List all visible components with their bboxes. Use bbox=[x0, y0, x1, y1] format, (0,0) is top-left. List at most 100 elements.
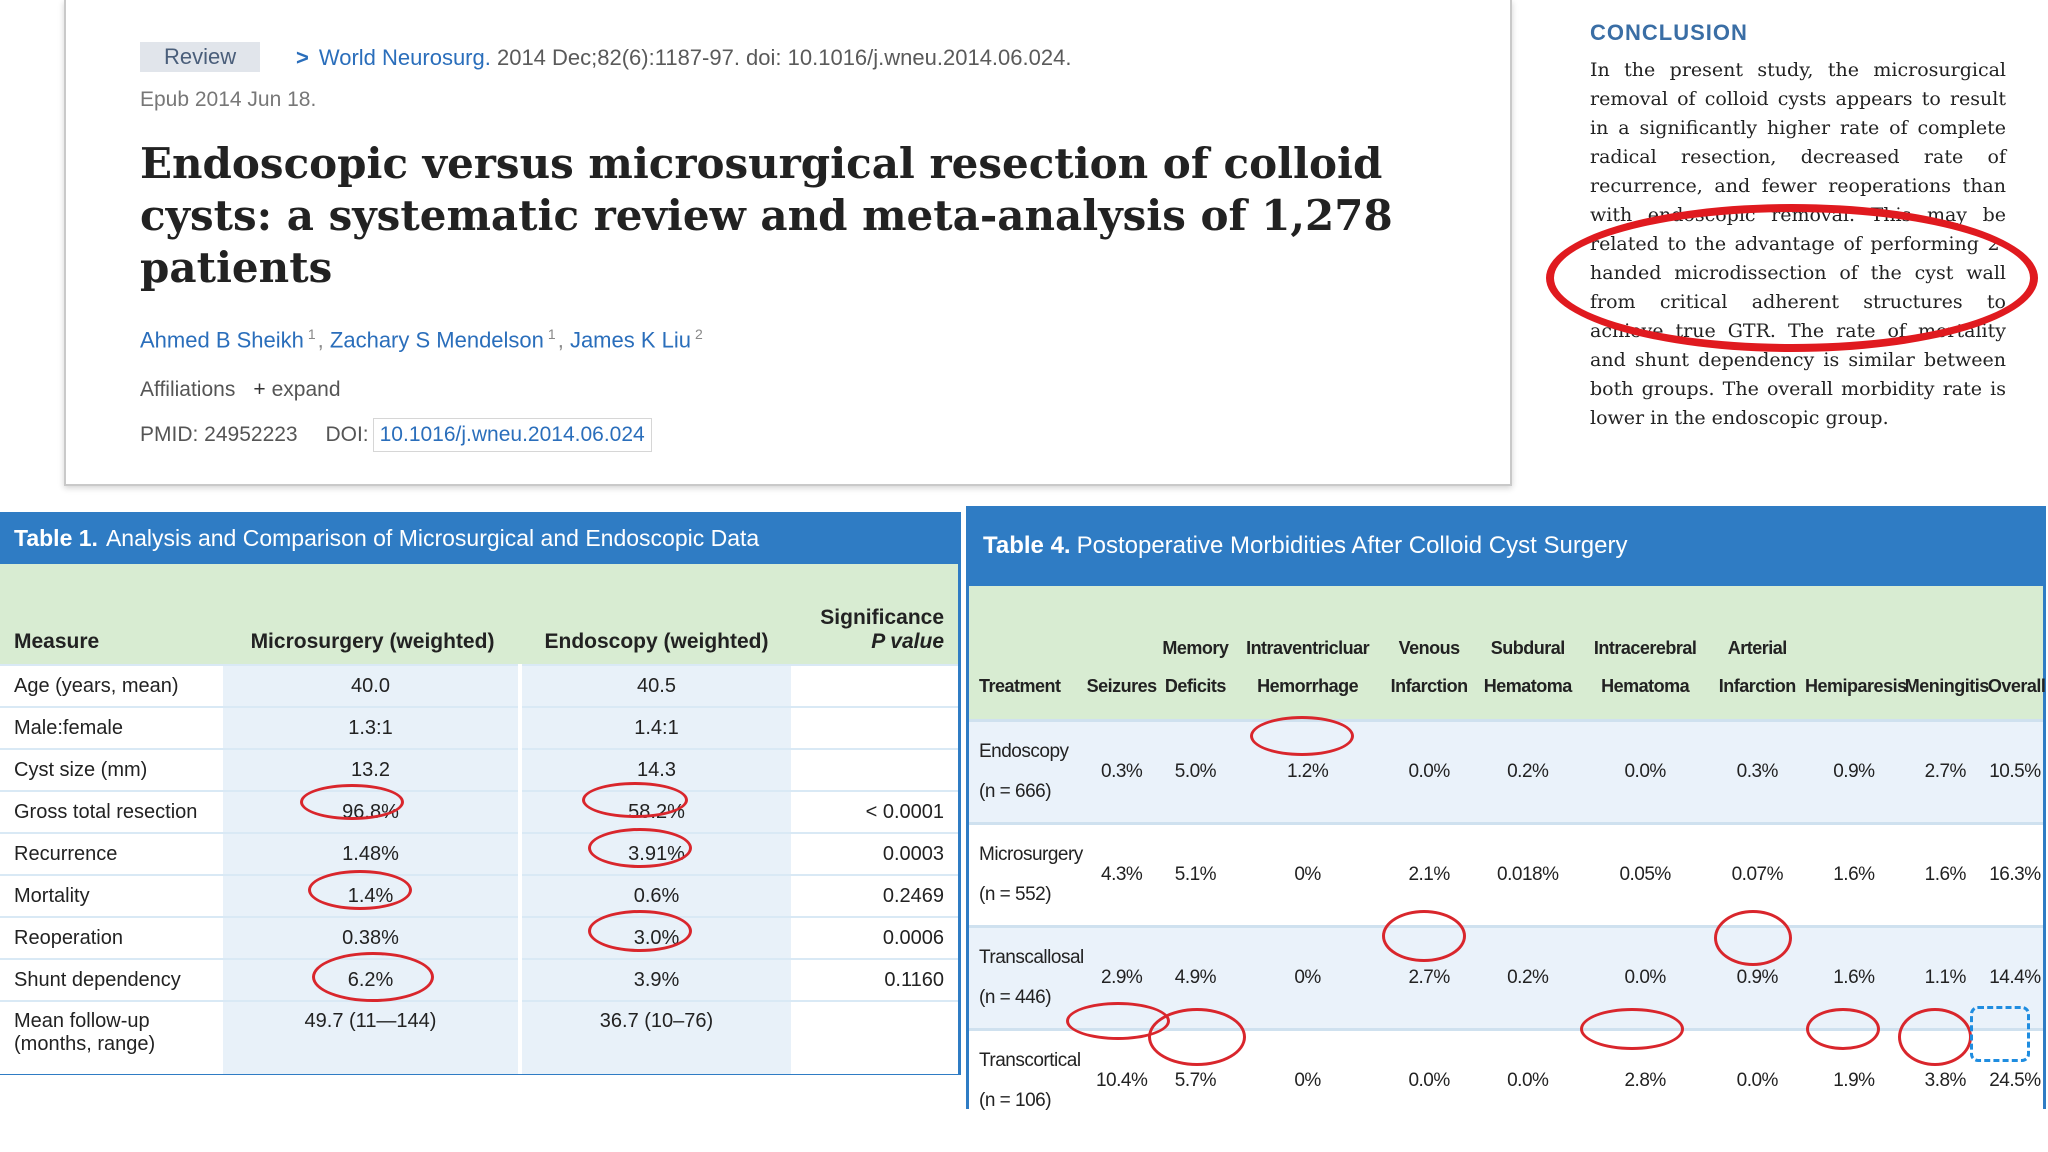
table-title: Postoperative Morbidities After Colloid … bbox=[1076, 532, 1628, 559]
table-cell: 0.2% bbox=[1475, 925, 1580, 1030]
table-cell: 0.018% bbox=[1475, 822, 1580, 927]
table-cell: 0.0% bbox=[1579, 719, 1711, 824]
table-cell: 0.0% bbox=[1710, 1028, 1805, 1131]
annotation-circle bbox=[300, 784, 404, 820]
column-header: Hemiparesis bbox=[1804, 586, 1907, 721]
treatment-cell: Transcallosal (n = 446) bbox=[969, 925, 1086, 1030]
highlight-box bbox=[1970, 1006, 2030, 1062]
table-cell: 0.0% bbox=[1475, 1028, 1580, 1131]
column-header: Arterial Infarction bbox=[1710, 586, 1805, 721]
annotation-circle bbox=[1148, 1008, 1246, 1066]
table-cell: 0.3% bbox=[1710, 719, 1805, 824]
column-header: Intracerebral Hematoma bbox=[1579, 586, 1711, 721]
table-label: Table 1. bbox=[14, 525, 98, 551]
column-header: Treatment bbox=[969, 586, 1086, 721]
table-cell: 16.3% bbox=[1986, 822, 2043, 927]
annotation-circle bbox=[1806, 1008, 1880, 1050]
journal-link[interactable]: World Neurosurg. bbox=[318, 45, 491, 70]
annotation-circle bbox=[588, 910, 692, 952]
table-cell: 0.05% bbox=[1579, 822, 1711, 927]
annotation-circle bbox=[1250, 716, 1354, 756]
table-cell: 0% bbox=[1232, 1028, 1383, 1131]
column-header: Memory Deficits bbox=[1158, 586, 1233, 721]
table-cell: 0.07% bbox=[1710, 822, 1805, 927]
table-row: Male:female 1.3:1 1.4:1 bbox=[0, 706, 958, 749]
column-header: Measure bbox=[0, 564, 223, 665]
doi-label: DOI: bbox=[325, 423, 369, 446]
journal-ref: 2014 Dec;82(6):1187-97. doi: 10.1016/j.w… bbox=[490, 45, 1072, 70]
annotation-circle bbox=[1546, 204, 2038, 352]
table-label: Table 4. bbox=[983, 532, 1071, 559]
table-row: Endoscopy (n = 666) 0.3% 5.0% 1.2% 0.0% 0.2% 0.… bbox=[969, 719, 2043, 824]
column-header: Significance P value bbox=[791, 564, 958, 665]
treatment-cell: Transcortical (n = 106) bbox=[969, 1028, 1086, 1131]
author-link[interactable]: Ahmed B Sheikh bbox=[140, 327, 304, 353]
affiliations-label: Affiliations bbox=[140, 378, 236, 401]
annotation-circle bbox=[1714, 910, 1792, 966]
table-cell: 24.5% bbox=[1986, 1028, 2043, 1131]
table-row: Transcortical (n = 106) 10.4% 5.7% 0% 0.0% 0.0… bbox=[969, 1028, 2043, 1131]
table-row: Reoperation 0.38% 3.0% 0.0006 bbox=[0, 916, 958, 959]
table-cell: 2.7% bbox=[1903, 719, 1987, 824]
epub-date: Epub 2014 Jun 18. bbox=[140, 88, 317, 111]
data-table: Treatment Seizures Memory Deficits Intrav… bbox=[969, 586, 2046, 1131]
pmid: PMID: 24952223 bbox=[140, 423, 298, 446]
column-header: Intraventricluar Hemorrhage bbox=[1232, 586, 1383, 721]
column-header: Subdural Hematoma bbox=[1475, 586, 1580, 721]
affiliation-number[interactable]: 1 bbox=[307, 326, 316, 342]
table-title: Analysis and Comparison of Microsurgical… bbox=[105, 525, 760, 551]
table-cell: 0.2% bbox=[1475, 719, 1580, 824]
table-cell: 10.4% bbox=[1085, 1028, 1159, 1131]
affiliation-number[interactable]: 2 bbox=[695, 326, 703, 342]
plus-icon[interactable]: + bbox=[253, 378, 266, 401]
table-caption: Table 4. Postoperative Morbidities After … bbox=[969, 506, 2043, 586]
journal-citation: > World Neurosurg. 2014 Dec;82(6):1187-97… bbox=[296, 45, 1071, 71]
annotation-circle bbox=[582, 782, 688, 818]
author-link[interactable]: Zachary S Mendelson bbox=[329, 327, 544, 353]
treatment-cell: Microsurgery (n = 552) bbox=[969, 822, 1086, 927]
table-cell: 14.4% bbox=[1986, 925, 2043, 1030]
identifiers-row: PMID: 24952223 DOI: 10.1016/j.wneu.2014.0… bbox=[140, 418, 652, 452]
affiliation-number[interactable]: 1 bbox=[547, 326, 556, 342]
column-header: Venous Infarction bbox=[1382, 586, 1476, 721]
table-row: Mean follow-up (months, range) 49.7 (11—14… bbox=[0, 1000, 958, 1074]
column-header: Overall bbox=[1986, 586, 2046, 721]
table-cell: 0% bbox=[1232, 925, 1383, 1030]
annotation-circle bbox=[312, 952, 434, 1002]
annotation-circle bbox=[588, 828, 692, 868]
table-row: Cyst size (mm) 13.2 14.3 bbox=[0, 748, 958, 791]
treatment-cell: Endoscopy (n = 666) bbox=[969, 719, 1086, 824]
table-row: Microsurgery (n = 552) 4.3% 5.1% 0% 2.1% 0.018… bbox=[969, 822, 2043, 927]
conclusion-heading: CONCLUSION bbox=[1590, 20, 1748, 45]
author-link[interactable]: James K Liu bbox=[569, 327, 691, 353]
table-caption: Table 1. Analysis and Comparison of Micro… bbox=[0, 512, 958, 564]
column-header: Endoscopy (weighted) bbox=[520, 564, 791, 665]
expand-button[interactable]: expand bbox=[271, 378, 341, 401]
table-cell: 0.0% bbox=[1382, 719, 1476, 824]
data-table: Measure Microsurgery (weighted) Endoscop… bbox=[0, 564, 958, 1074]
author-list: Ahmed B Sheikh 1, Zachary S Mendelson 1, J… bbox=[140, 326, 703, 353]
table-row: Mortality 1.4% 0.6% 0.2469 bbox=[0, 874, 958, 917]
annotation-circle bbox=[1382, 910, 1466, 962]
table-cell: 0.0% bbox=[1382, 1028, 1476, 1131]
table-cell: 1.6% bbox=[1804, 822, 1904, 927]
table-cell: 5.0% bbox=[1158, 719, 1233, 824]
annotation-circle bbox=[1898, 1008, 1972, 1066]
chevron-right-icon: > bbox=[296, 45, 309, 70]
column-header: Meningitis bbox=[1903, 586, 1989, 721]
table-cell: 10.5% bbox=[1986, 719, 2043, 824]
table-4: Table 4. Postoperative Morbidities After … bbox=[966, 506, 2046, 1131]
doi-link[interactable]: 10.1016/j.wneu.2014.06.024 bbox=[372, 418, 652, 452]
table-cell: 0% bbox=[1232, 822, 1383, 927]
review-type-pill: Review bbox=[140, 42, 261, 72]
table-cell: 0.9% bbox=[1804, 719, 1904, 824]
table-cell: 0.3% bbox=[1085, 719, 1159, 824]
affiliations-row: Affiliations + expand bbox=[140, 378, 341, 402]
table-row: Recurrence 1.48% 3.91% 0.0003 bbox=[0, 832, 958, 875]
annotation-circle bbox=[308, 870, 412, 910]
table-row: Gross total resection 96.8% 58.2% < 0.0001 bbox=[0, 790, 958, 833]
table-cell: 1.2% bbox=[1232, 719, 1383, 824]
article-card: Review > World Neurosurg. 2014 Dec;82(6):… bbox=[64, 0, 1512, 486]
column-header: Microsurgery (weighted) bbox=[223, 564, 520, 665]
table-row: Shunt dependency 6.2% 3.9% 0.1160 bbox=[0, 958, 958, 1001]
